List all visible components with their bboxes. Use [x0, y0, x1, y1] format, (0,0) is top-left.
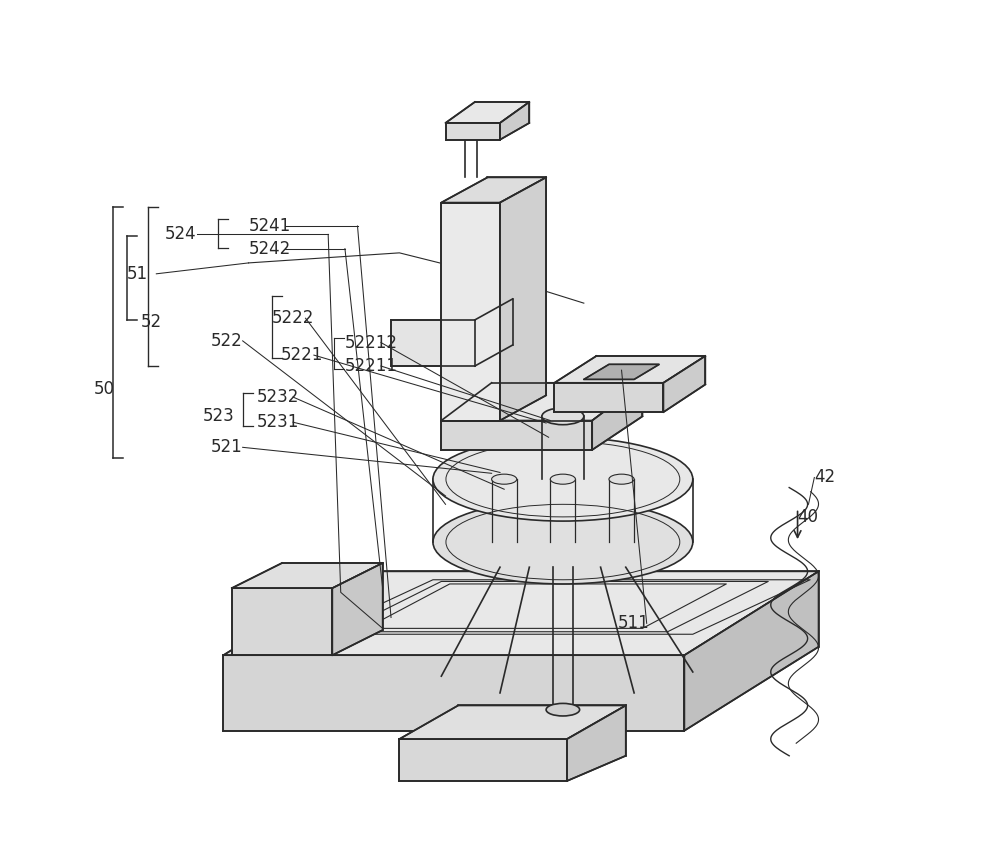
Text: 5232: 5232	[257, 388, 299, 406]
Text: 5242: 5242	[249, 240, 291, 257]
Polygon shape	[592, 383, 642, 450]
Text: 511: 511	[617, 614, 649, 632]
Polygon shape	[391, 320, 475, 366]
Ellipse shape	[433, 437, 693, 521]
Ellipse shape	[433, 500, 693, 584]
Polygon shape	[554, 383, 663, 412]
Polygon shape	[554, 356, 705, 383]
Polygon shape	[223, 655, 684, 731]
Polygon shape	[663, 356, 705, 412]
Text: 42: 42	[814, 468, 835, 486]
Polygon shape	[441, 420, 592, 450]
Polygon shape	[232, 563, 383, 588]
Polygon shape	[446, 123, 500, 140]
Text: 40: 40	[798, 508, 819, 526]
Polygon shape	[684, 571, 819, 731]
Polygon shape	[232, 588, 332, 655]
Text: 50: 50	[93, 379, 114, 398]
Polygon shape	[567, 706, 626, 781]
Polygon shape	[399, 706, 626, 739]
Polygon shape	[441, 383, 642, 420]
Text: 523: 523	[202, 407, 234, 426]
Text: 521: 521	[211, 438, 243, 457]
Text: 5221: 5221	[280, 346, 323, 364]
Text: 5222: 5222	[272, 309, 314, 327]
Text: 52: 52	[141, 313, 162, 331]
Text: 51: 51	[127, 265, 148, 283]
Polygon shape	[446, 102, 529, 123]
Ellipse shape	[609, 474, 634, 484]
Polygon shape	[332, 563, 383, 655]
Text: 524: 524	[165, 225, 196, 243]
Polygon shape	[399, 739, 567, 781]
Polygon shape	[441, 203, 500, 420]
Ellipse shape	[492, 474, 517, 484]
Ellipse shape	[546, 703, 580, 716]
Polygon shape	[584, 364, 659, 379]
Text: 5241: 5241	[249, 217, 291, 235]
Polygon shape	[475, 299, 513, 366]
Ellipse shape	[550, 474, 575, 484]
Text: 52211: 52211	[345, 357, 398, 375]
Polygon shape	[441, 177, 546, 203]
Polygon shape	[500, 102, 529, 140]
Ellipse shape	[542, 408, 584, 425]
Text: 5231: 5231	[257, 413, 299, 431]
Text: 52212: 52212	[345, 334, 398, 352]
Polygon shape	[500, 177, 546, 420]
Text: 522: 522	[211, 332, 243, 350]
Polygon shape	[223, 571, 819, 655]
